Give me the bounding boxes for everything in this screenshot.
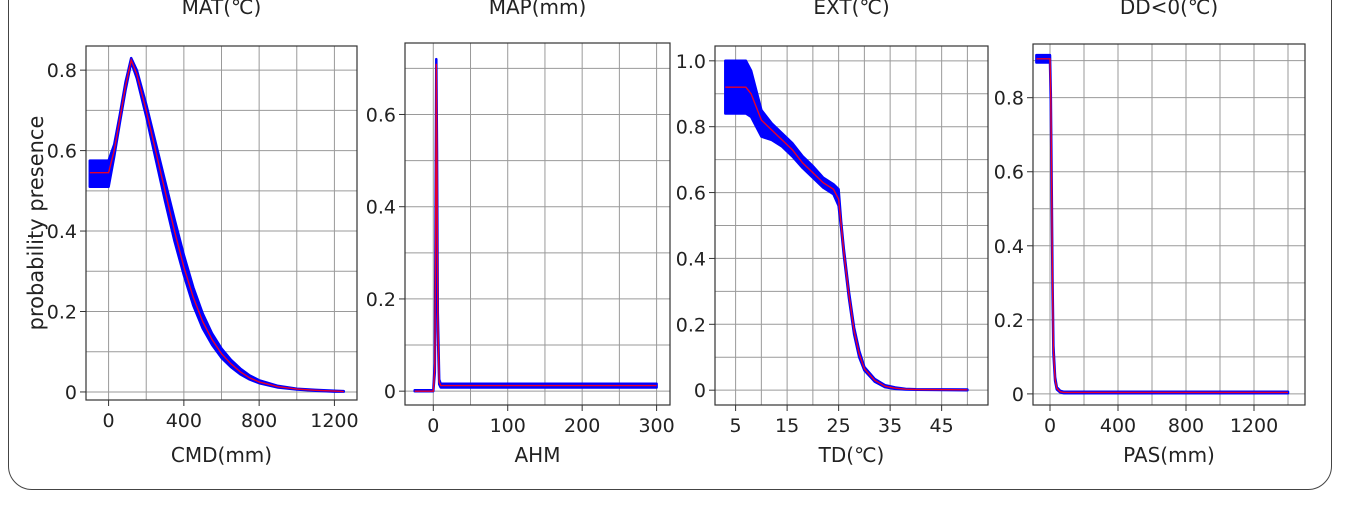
plot-frame bbox=[714, 45, 989, 406]
x-tick-label: 800 bbox=[1168, 415, 1204, 437]
y-axis-label: probability presence bbox=[24, 116, 48, 331]
x-tick-label: 800 bbox=[241, 410, 277, 432]
x-tick-label: 45 bbox=[930, 415, 954, 437]
x-tick-label: 400 bbox=[1100, 415, 1136, 437]
mean-line bbox=[725, 86, 968, 391]
y-tick-label: 0.2 bbox=[676, 314, 706, 336]
y-tick-label: 1.0 bbox=[676, 51, 706, 73]
mean-line bbox=[89, 57, 344, 393]
x-axis-label: TD(℃) bbox=[818, 443, 885, 467]
y-tick-label: 0.6 bbox=[994, 162, 1024, 184]
x-tick-label: 0 bbox=[427, 415, 439, 437]
x-tick-label: 15 bbox=[775, 415, 799, 437]
panel-title: MAT(℃) bbox=[182, 0, 262, 19]
y-tick-label: 0 bbox=[694, 380, 706, 402]
x-tick-label: 1200 bbox=[310, 410, 358, 432]
y-tick-label: 0.6 bbox=[47, 141, 77, 163]
y-tick-label: 0.8 bbox=[994, 88, 1024, 110]
panel-3: EXT(℃) 5 15 25 35 45 0 0.2 0.4 0.6 0.8 1.0 TD(℃) bbox=[676, 0, 989, 467]
x-tick-label: 35 bbox=[878, 415, 902, 437]
confidence-band bbox=[413, 57, 658, 393]
y-tick-label: 0.4 bbox=[676, 248, 706, 270]
y-tick-label: 0.6 bbox=[676, 183, 706, 205]
y-tick-label: 0.4 bbox=[366, 197, 396, 219]
x-tick-label: 25 bbox=[827, 415, 851, 437]
x-axis-label: AHM bbox=[515, 443, 561, 467]
panel-1: MAT(℃) 0 400 800 1200 0 0.2 0.4 0.6 0.8 CMD(mm) bbox=[47, 0, 359, 467]
y-tick-label: 0 bbox=[1012, 384, 1024, 406]
panel-title: EXT(℃) bbox=[813, 0, 889, 19]
x-tick-label: 300 bbox=[638, 415, 674, 437]
plot-frame bbox=[404, 42, 671, 406]
x-tick-label: 5 bbox=[730, 415, 742, 437]
x-tick-label: 400 bbox=[166, 410, 202, 432]
plot-frame bbox=[1032, 43, 1306, 406]
x-tick-label: 0 bbox=[103, 410, 115, 432]
y-tick-label: 0.8 bbox=[676, 117, 706, 139]
x-axis-label: PAS(mm) bbox=[1123, 443, 1215, 467]
plot-frame bbox=[85, 45, 358, 401]
x-tick-label: 200 bbox=[564, 415, 600, 437]
y-tick-label: 0.8 bbox=[47, 60, 77, 82]
x-tick-label: 1200 bbox=[1230, 415, 1278, 437]
x-tick-label: 100 bbox=[490, 415, 526, 437]
mean-line bbox=[1036, 58, 1288, 394]
panel-4: DD<0(℃) 0 400 800 1200 0 0.2 0.4 0.6 0.8 PAS(mm) bbox=[994, 0, 1306, 467]
y-tick-label: 0 bbox=[65, 382, 77, 404]
figure-frame bbox=[8, 0, 1332, 490]
mean-line bbox=[414, 63, 657, 392]
panel-title: DD<0(℃) bbox=[1120, 0, 1218, 19]
y-tick-label: 0.4 bbox=[994, 236, 1024, 258]
x-axis-label: CMD(mm) bbox=[171, 443, 272, 467]
panel-title: MAP(mm) bbox=[489, 0, 587, 19]
panel-2: MAP(mm) 0 100 200 300 0 0.2 0.4 0.6 AHM bbox=[366, 0, 675, 467]
confidence-band bbox=[1035, 53, 1290, 395]
y-tick-label: 0.6 bbox=[366, 104, 396, 126]
y-tick-label: 0 bbox=[384, 381, 396, 403]
y-tick-label: 0.2 bbox=[366, 289, 396, 311]
y-tick-label: 0.4 bbox=[47, 221, 77, 243]
y-tick-label: 0.2 bbox=[994, 310, 1024, 332]
x-tick-label: 0 bbox=[1044, 415, 1056, 437]
confidence-band bbox=[88, 56, 346, 393]
y-tick-label: 0.2 bbox=[47, 302, 77, 324]
